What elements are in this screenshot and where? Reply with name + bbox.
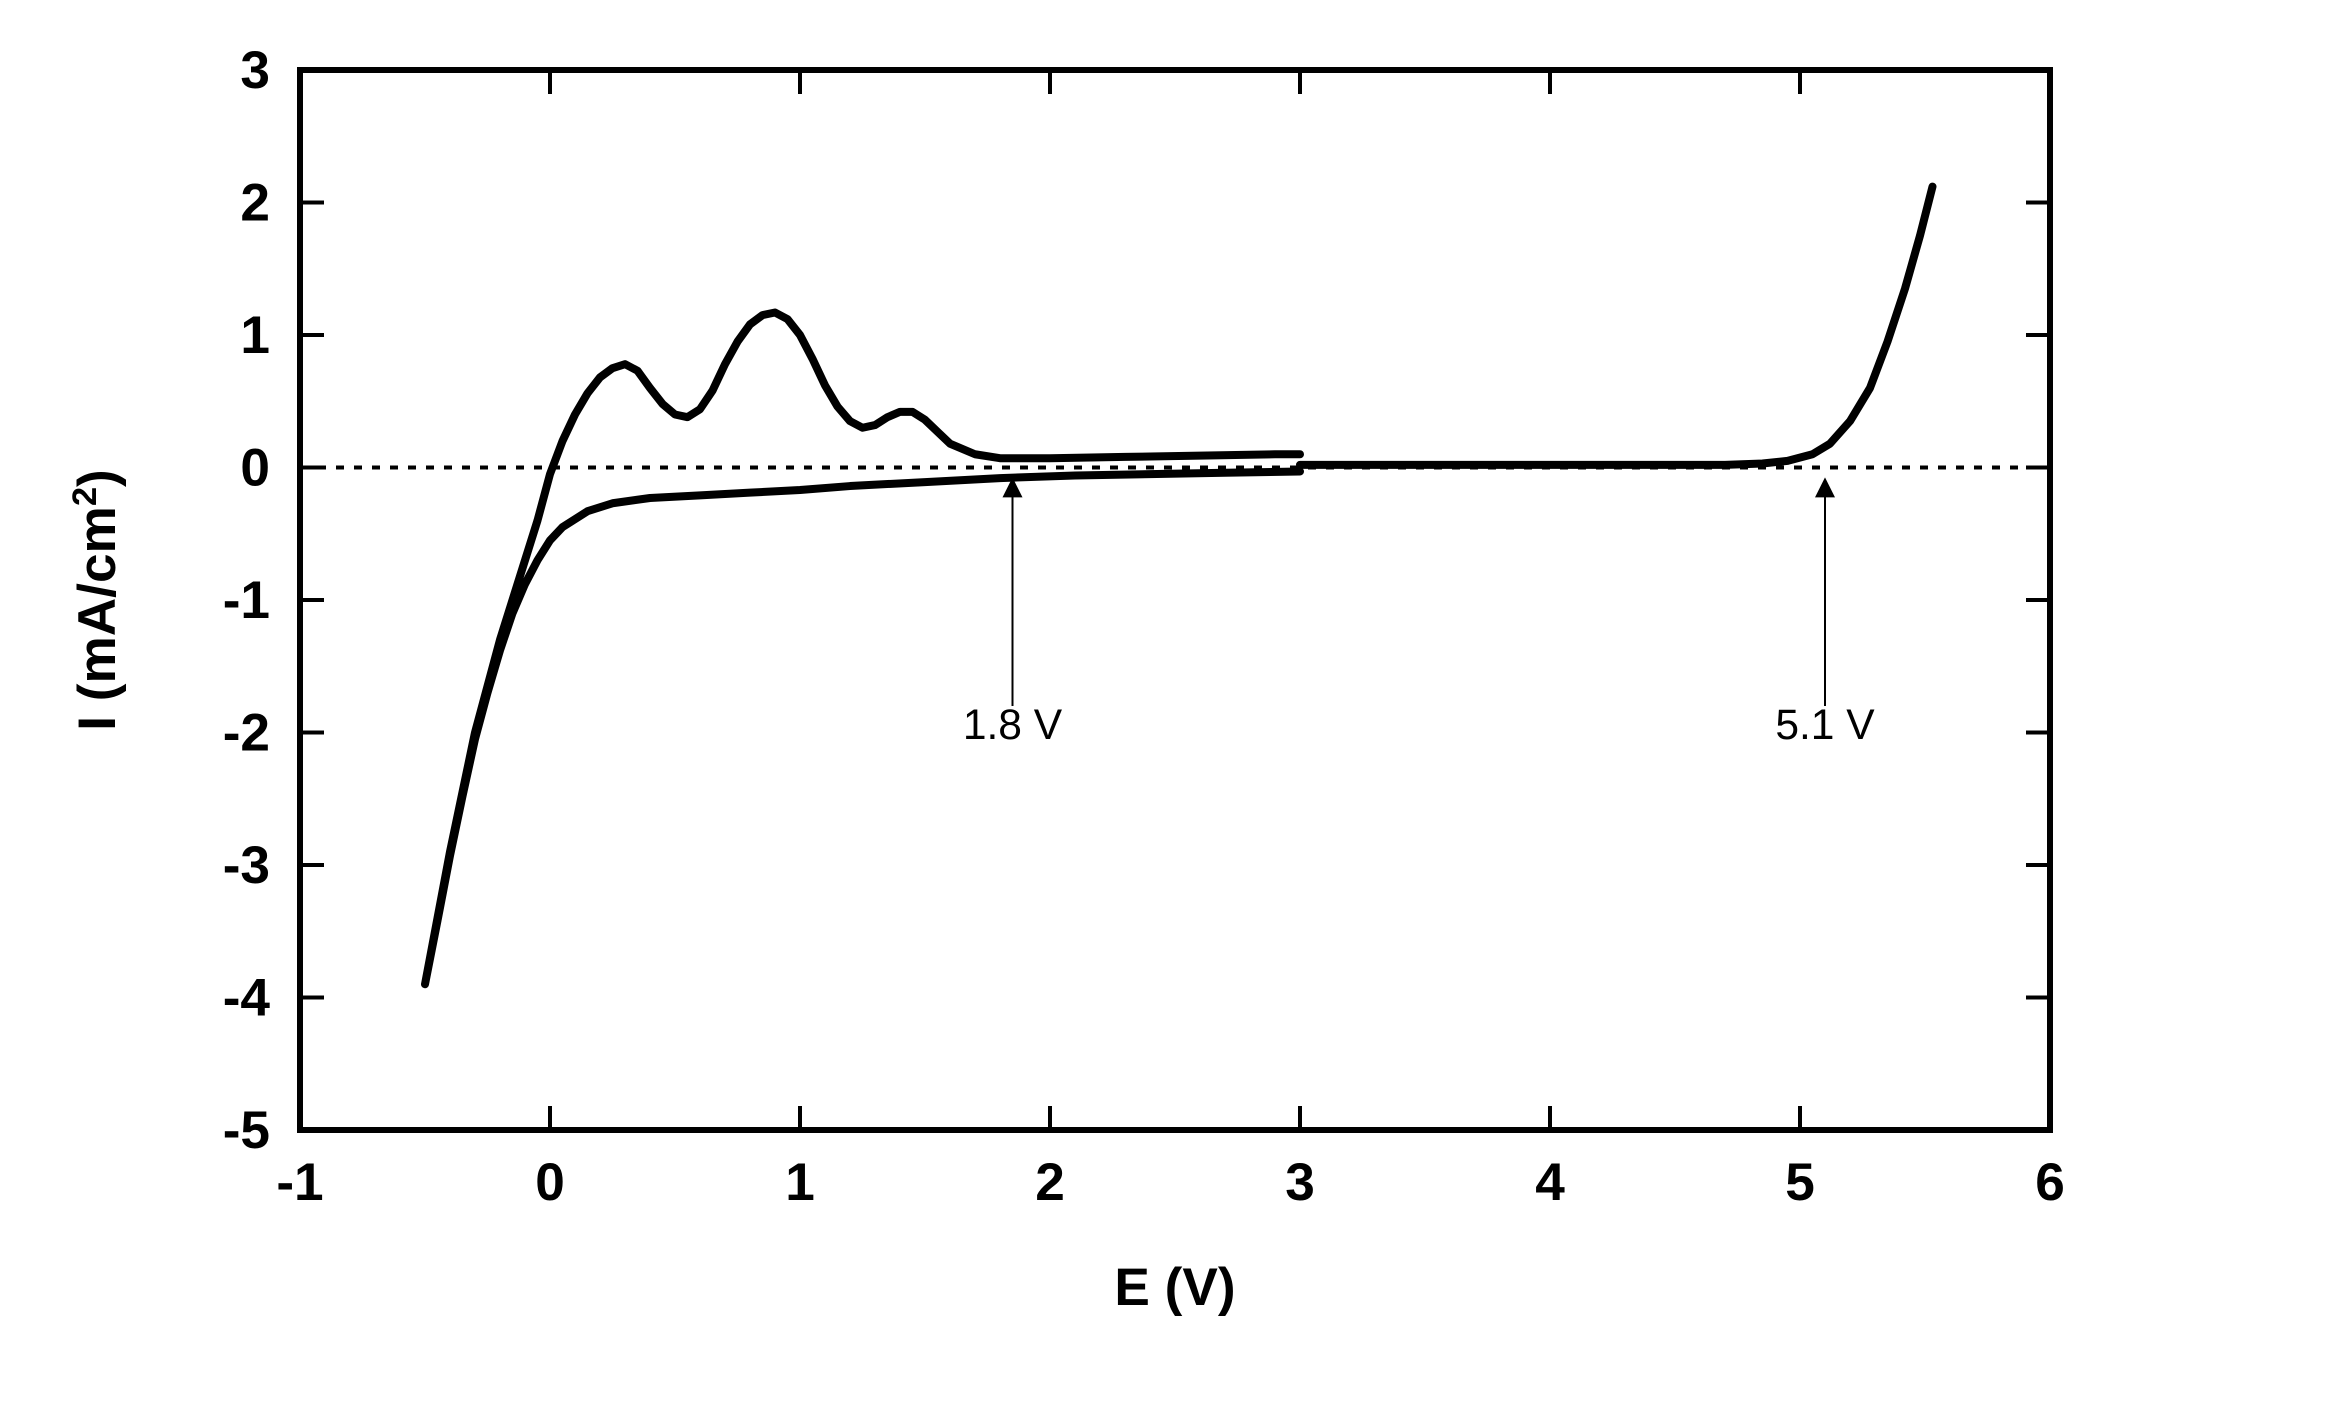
y-axis-label: I (mA/cm2) [66,469,127,731]
y-tick-label: -4 [223,969,271,1028]
annotation-label: 1.8 V [963,701,1063,749]
x-axis-label: E (V) [1114,1258,1235,1317]
x-tick-label: 1 [785,1153,815,1212]
y-tick-label: 2 [240,174,270,233]
x-tick-label: 3 [1285,1153,1315,1212]
cv-chart: -1 0 1 2 3 4 5 6 E (V) -5 -4 -3 -2 -1 0 1 2 3 I (mA/cm2) 1.… [0,0,2352,1402]
x-tick-label: 0 [535,1153,565,1212]
annotation-label: 5.1 V [1775,701,1875,749]
x-tick-label: 2 [1035,1153,1065,1212]
y-tick-label: 3 [240,41,270,100]
y-tick-label: -3 [223,836,270,895]
y-tick-label: -5 [223,1101,270,1160]
x-tick-label: 5 [1785,1153,1815,1212]
y-tick-label: 0 [240,439,270,498]
x-tick-label: -1 [276,1153,323,1212]
y-tick-label: -2 [223,704,270,763]
plot-area [300,70,2050,1130]
y-tick-label: -1 [223,571,270,630]
y-tick-label: 1 [240,306,270,365]
x-tick-label: 4 [1535,1153,1565,1212]
x-tick-label: 6 [2035,1153,2065,1212]
chart-svg: -1 0 1 2 3 4 5 6 E (V) -5 -4 -3 -2 -1 0 1 2 3 I (mA/cm2) 1.… [0,0,2352,1402]
